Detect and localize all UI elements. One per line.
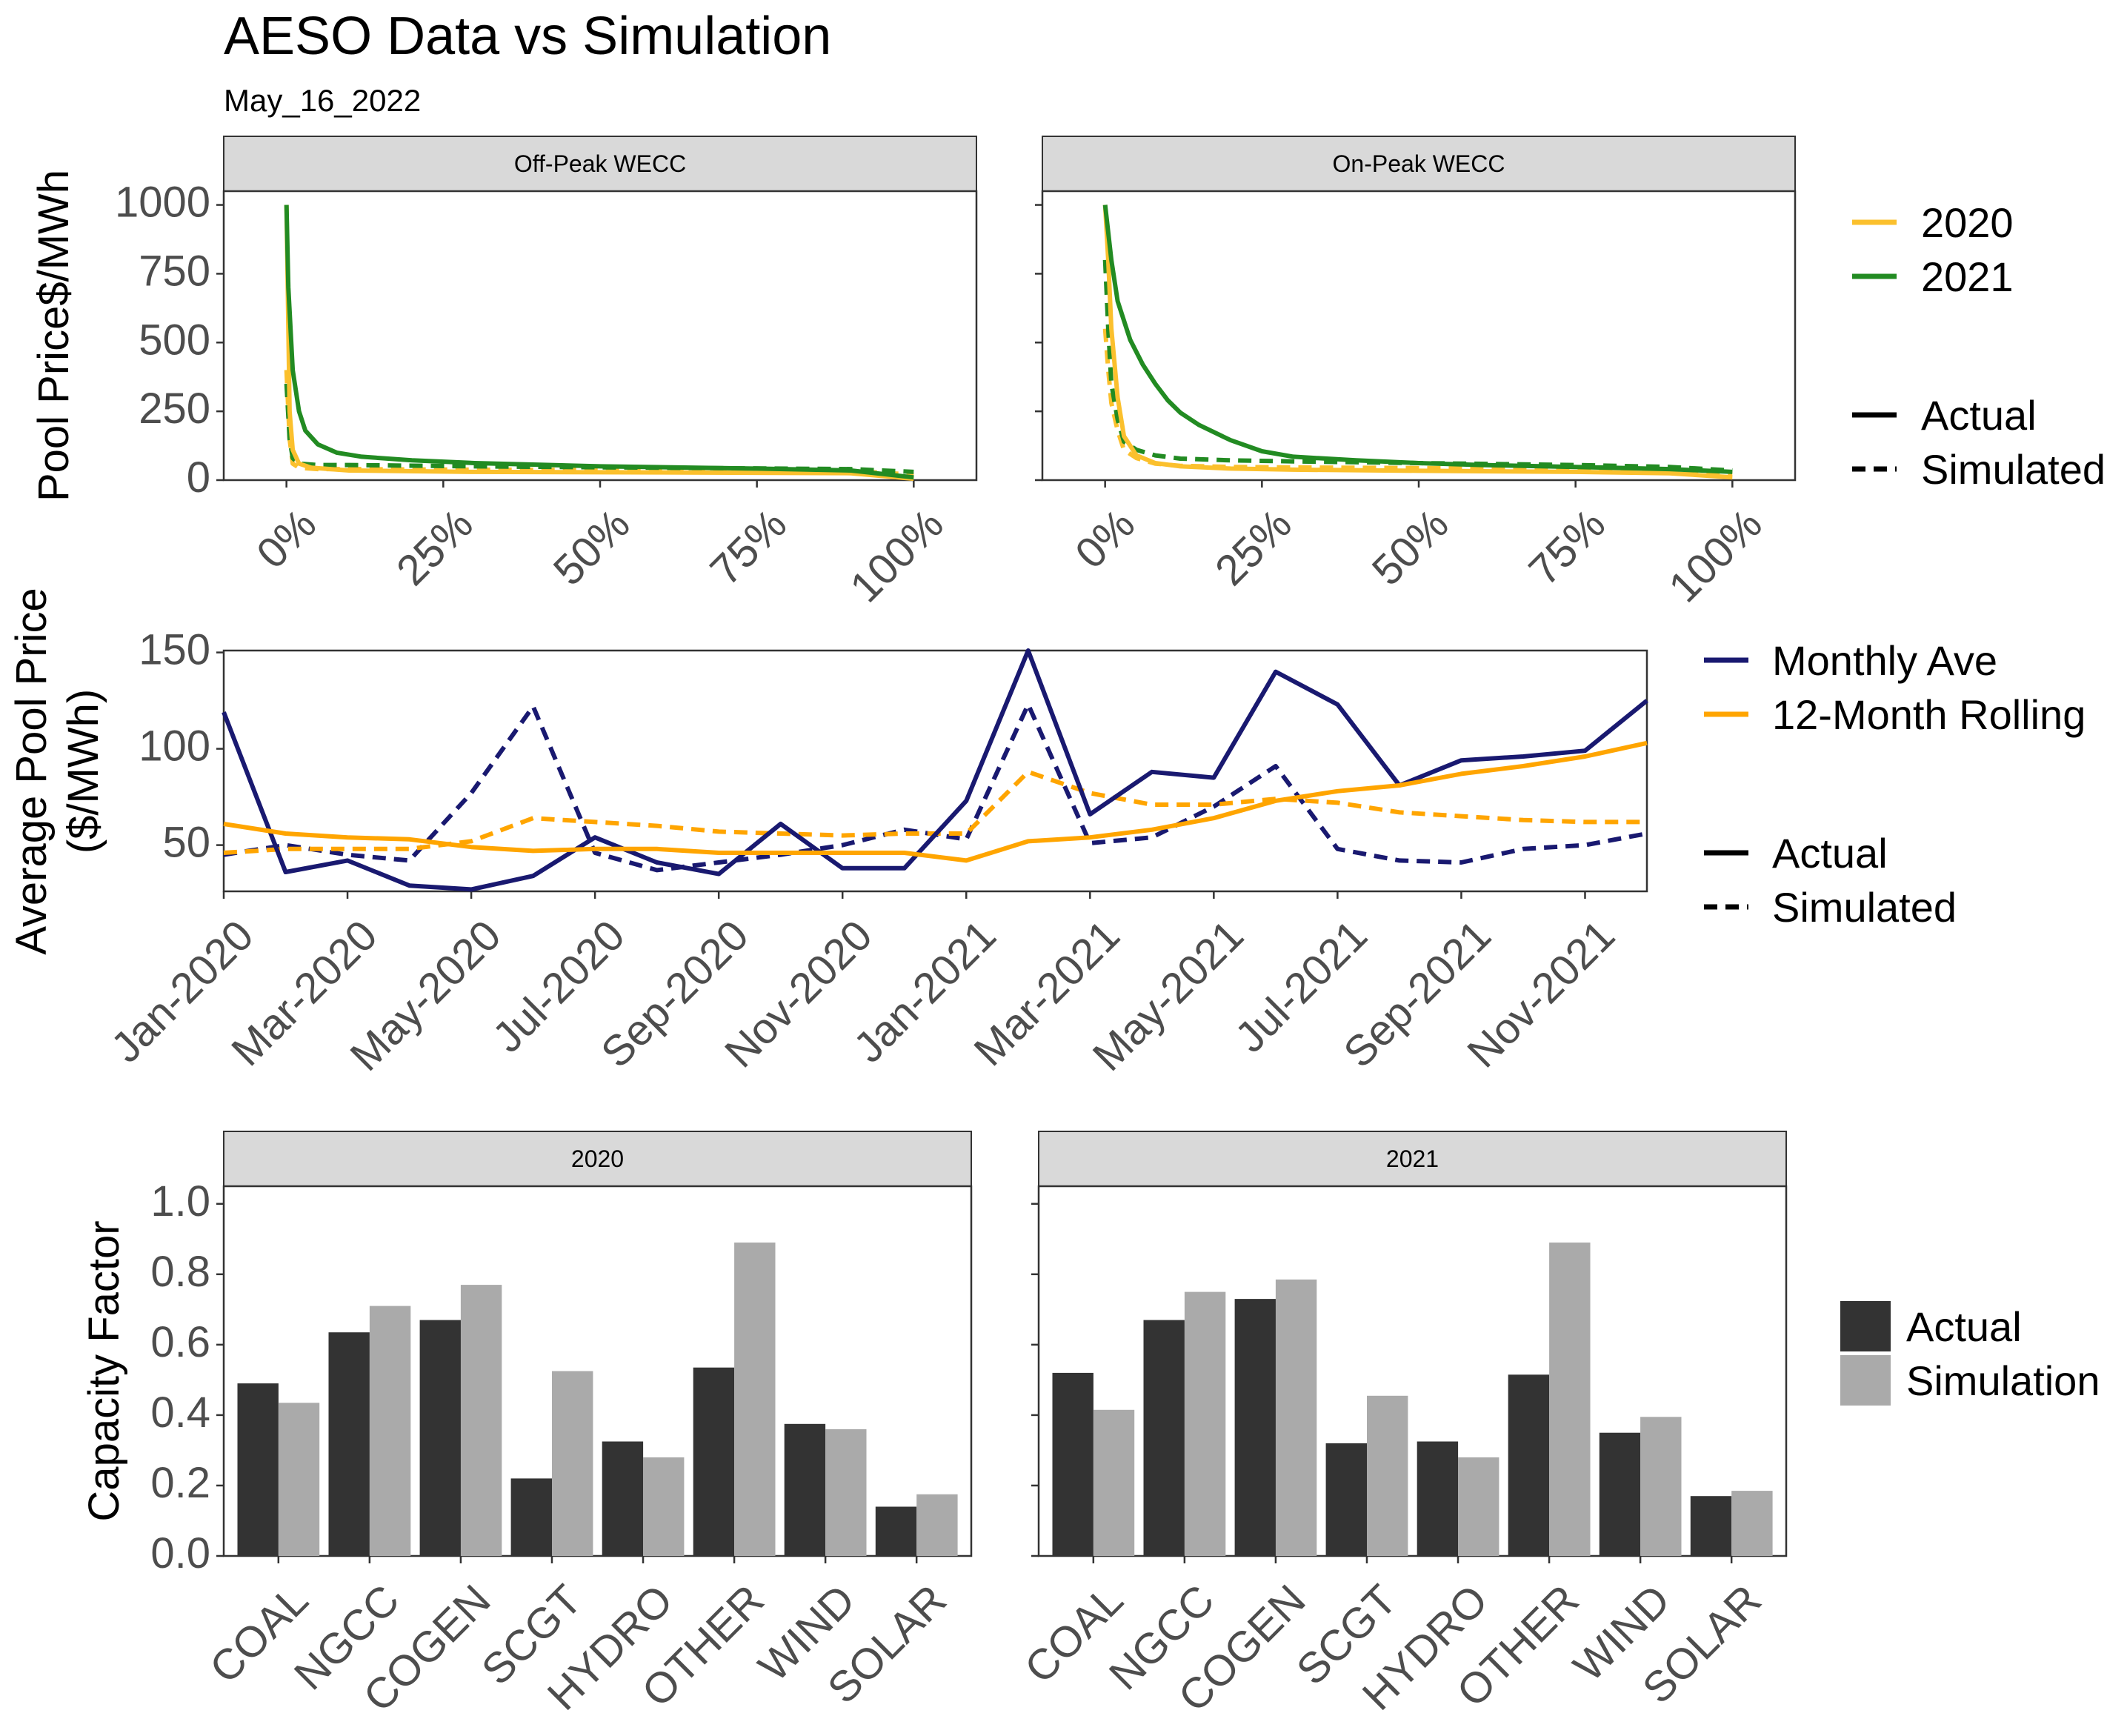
legend-label: Simulated — [1772, 884, 1957, 931]
chart-title: AESO Data vs Simulation — [224, 7, 832, 66]
legend-label: Actual — [1906, 1303, 2022, 1350]
bar-actual-cogen — [1234, 1299, 1276, 1556]
facet-strip-label: Off-Peak WECC — [514, 150, 686, 177]
y-tick-label: 0.0 — [150, 1529, 210, 1577]
bar-simulation-coal — [278, 1403, 320, 1556]
facet-strip-label: On-Peak WECC — [1333, 150, 1505, 177]
x-tick-label: 50% — [1363, 500, 1458, 595]
y-axis-title: Capacity Factor — [80, 1220, 128, 1521]
series-line-2021-actual — [1102, 204, 1733, 474]
y-axis-title: Pool Price$/MWh — [30, 170, 78, 502]
series-line-2020-actual — [1102, 204, 1733, 480]
panel-border — [222, 190, 978, 482]
bar-actual-solar — [875, 1506, 917, 1556]
bar-simulation-wind — [825, 1429, 867, 1556]
chart-subtitle: May_16_2022 — [224, 83, 422, 118]
x-tick-label: 25% — [387, 500, 482, 595]
bar-actual-hydro — [602, 1441, 644, 1556]
bar-actual-other — [693, 1367, 735, 1556]
bar-simulation-scgt — [1367, 1395, 1408, 1556]
x-tick-label: 0% — [247, 500, 325, 578]
bar-simulation-coal — [1093, 1409, 1135, 1556]
bar-actual-wind — [1599, 1432, 1641, 1556]
x-tick-label: 100% — [1660, 500, 1771, 612]
bar-actual-scgt — [1325, 1443, 1367, 1556]
y-tick-label: 0 — [187, 453, 210, 502]
y-axis-title: ($/MWh) — [59, 689, 107, 854]
y-tick-label: 500 — [139, 316, 210, 364]
legend-label: Actual — [1921, 392, 2037, 439]
bar-actual-coal — [1052, 1372, 1094, 1556]
bar-actual-ngcc — [1143, 1320, 1185, 1556]
bar-simulation-hydro — [643, 1457, 685, 1556]
y-axis-title: Average Pool Price — [7, 588, 56, 954]
facet-strip — [1042, 136, 1796, 192]
bar-simulation-solar — [916, 1494, 958, 1556]
bar-simulation-other — [1549, 1243, 1591, 1556]
x-tick-label: 0% — [1066, 500, 1144, 578]
y-tick-label: 0.2 — [150, 1459, 210, 1507]
bar-actual-hydro — [1417, 1441, 1459, 1556]
bar-simulation-hydro — [1458, 1457, 1499, 1556]
facet-strip-label: 2020 — [571, 1145, 624, 1172]
y-tick-label: 100 — [139, 722, 210, 771]
panel-border — [1041, 190, 1797, 482]
legend-label: Monthly Ave — [1772, 637, 1997, 684]
legend-label: Simulation — [1906, 1357, 2100, 1404]
legend-label: 2020 — [1921, 199, 2014, 246]
legend-label: 2021 — [1921, 253, 2014, 300]
bar-simulation-scgt — [552, 1371, 593, 1556]
facet-strip — [223, 1131, 972, 1187]
legend-label: 12-Month Rolling — [1772, 691, 2086, 738]
bar-simulation-ngcc — [369, 1306, 411, 1556]
x-tick-label: 100% — [841, 500, 953, 612]
bar-simulation-cogen — [460, 1285, 502, 1556]
legend-key — [1840, 1301, 1891, 1351]
legend-label: Actual — [1772, 830, 1888, 877]
bar-actual-scgt — [510, 1478, 552, 1556]
y-tick-label: 250 — [139, 385, 210, 433]
y-tick-label: 750 — [139, 247, 210, 295]
y-tick-label: 0.8 — [150, 1248, 210, 1296]
bar-actual-coal — [237, 1383, 279, 1556]
x-tick-label: 75% — [701, 500, 796, 595]
y-tick-label: 0.6 — [150, 1318, 210, 1366]
series-line-2021-actual — [284, 204, 914, 480]
x-tick-label: 75% — [1519, 500, 1614, 595]
bar-simulation-wind — [1640, 1417, 1682, 1556]
bar-actual-cogen — [419, 1320, 461, 1556]
y-tick-label: 1000 — [115, 179, 210, 227]
x-tick-label: 50% — [545, 500, 639, 595]
series-line-rolling-actual — [223, 740, 1648, 863]
facet-strip-label: 2021 — [1386, 1145, 1439, 1172]
bar-actual-wind — [784, 1423, 826, 1556]
bar-simulation-cogen — [1275, 1279, 1317, 1556]
y-tick-label: 0.4 — [150, 1389, 210, 1437]
x-tick-label: 25% — [1206, 500, 1301, 595]
series-line-2020-actual — [284, 204, 914, 482]
bar-actual-solar — [1690, 1496, 1732, 1556]
y-tick-label: 1.0 — [150, 1177, 210, 1225]
bar-simulation-solar — [1731, 1491, 1773, 1556]
y-tick-label: 50 — [162, 819, 210, 867]
bar-simulation-other — [734, 1243, 776, 1556]
legend-key — [1840, 1355, 1891, 1406]
bar-simulation-ngcc — [1184, 1291, 1226, 1556]
legend-label: Simulated — [1921, 446, 2106, 493]
y-tick-label: 150 — [139, 626, 210, 674]
bar-actual-other — [1508, 1374, 1550, 1556]
facet-strip — [1038, 1131, 1787, 1187]
bar-actual-ngcc — [328, 1332, 370, 1556]
panel-border — [222, 649, 1648, 893]
